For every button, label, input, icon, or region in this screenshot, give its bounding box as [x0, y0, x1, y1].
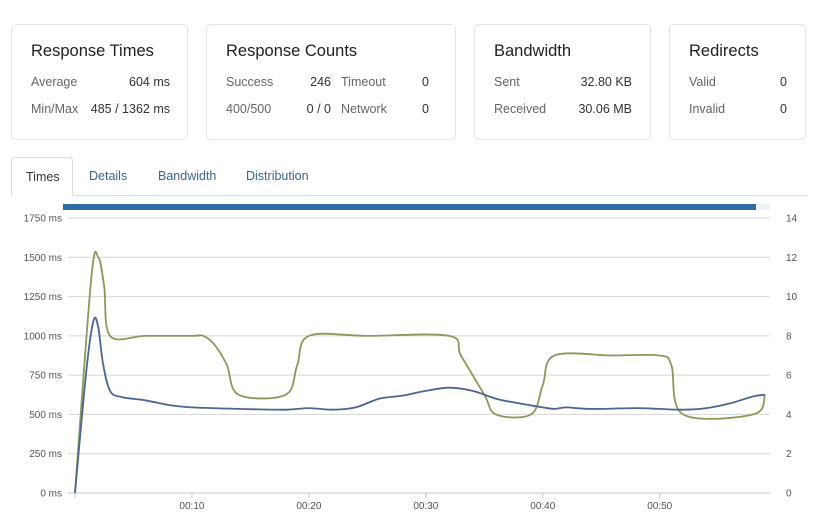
y-tick-right-label: 8: [786, 331, 792, 342]
y-tick-left-label: 1250 ms: [24, 292, 62, 303]
timeout-label: Timeout: [341, 75, 386, 89]
redirects-title: Redirects: [689, 42, 759, 60]
tab-times[interactable]: Times: [11, 157, 73, 196]
tab-bar: Times Details Bandwidth Distribution: [11, 157, 808, 196]
y-tick-left-label: 500 ms: [29, 410, 62, 421]
y-tick-right-label: 10: [786, 292, 798, 303]
x-axis: 00:10 00:20 00:30 00:40 00:50: [74, 493, 673, 512]
minmax-label: Min/Max: [31, 102, 79, 116]
y-tick-left-label: 250 ms: [29, 449, 62, 460]
chart-series: [74, 250, 766, 494]
x-tick-label: 00:40: [530, 501, 555, 512]
progress-bar: [63, 204, 770, 210]
average-value: 604 ms: [129, 75, 170, 89]
sent-label: Sent: [494, 75, 520, 89]
received-value: 30.06 MB: [578, 102, 632, 116]
response-counts-title: Response Counts: [226, 42, 358, 60]
count-series-line: [74, 250, 766, 494]
success-value: 246: [310, 75, 331, 89]
errors-label: 400/500: [226, 102, 272, 116]
invalid-label: Invalid: [689, 102, 726, 116]
y-tick-right-label: 2: [786, 449, 792, 460]
errors-value: 0 / 0: [306, 102, 331, 116]
y-tick-left-label: 1500 ms: [24, 253, 62, 264]
valid-label: Valid: [689, 75, 716, 89]
network-value: 0: [422, 102, 429, 116]
timeout-value: 0: [422, 75, 429, 89]
response-times-title: Response Times: [31, 42, 154, 60]
x-tick-label: 00:10: [179, 501, 204, 512]
x-tick-label: 00:50: [647, 501, 672, 512]
y-tick-left-label: 750 ms: [29, 371, 62, 382]
tab-bandwidth[interactable]: Bandwidth: [158, 169, 217, 183]
y-tick-right-label: 4: [786, 410, 792, 421]
received-label: Received: [494, 102, 547, 116]
y-tick-right-label: 14: [786, 214, 798, 225]
y-tick-left-label: 0 ms: [40, 489, 62, 500]
y-axis-left: 0 ms 250 ms 500 ms 750 ms 1000 ms 1250 ms 1500…: [24, 214, 62, 500]
x-tick-label: 00:20: [296, 501, 321, 512]
tab-details[interactable]: Details: [89, 169, 128, 183]
y-tick-left-label: 1750 ms: [24, 214, 62, 225]
y-tick-right-label: 0: [786, 489, 792, 500]
y-tick-right-label: 6: [786, 371, 792, 382]
success-label: Success: [226, 75, 274, 89]
redirects-card: Redirects Valid 0 Invalid 0: [669, 24, 806, 140]
network-label: Network: [341, 102, 387, 116]
response-times-chart: 0 ms 250 ms 500 ms 750 ms 1000 ms 1250 ms 1500…: [24, 214, 798, 513]
y-tick-left-label: 1000 ms: [24, 331, 62, 342]
bandwidth-card: Bandwidth Sent 32.80 KB Received 30.06 M…: [474, 24, 651, 140]
x-tick-label: 00:30: [413, 501, 438, 512]
y-axis-right: 0 2 4 6 8 10 12 14: [786, 214, 798, 500]
response-counts-card: Response Counts Success 246 Timeout 0 40…: [206, 24, 456, 140]
progress-bar-fill: [63, 204, 756, 210]
invalid-value: 0: [780, 102, 787, 116]
bandwidth-title: Bandwidth: [494, 42, 572, 60]
sent-value: 32.80 KB: [580, 75, 632, 89]
minmax-value: 485 / 1362 ms: [90, 102, 170, 116]
tab-distribution[interactable]: Distribution: [246, 169, 309, 183]
y-tick-right-label: 12: [786, 253, 798, 264]
average-label: Average: [31, 75, 78, 89]
response-time-series-line: [74, 316, 766, 494]
response-times-card: Response Times Average 604 ms Min/Max 48…: [11, 24, 188, 140]
valid-value: 0: [780, 75, 787, 89]
